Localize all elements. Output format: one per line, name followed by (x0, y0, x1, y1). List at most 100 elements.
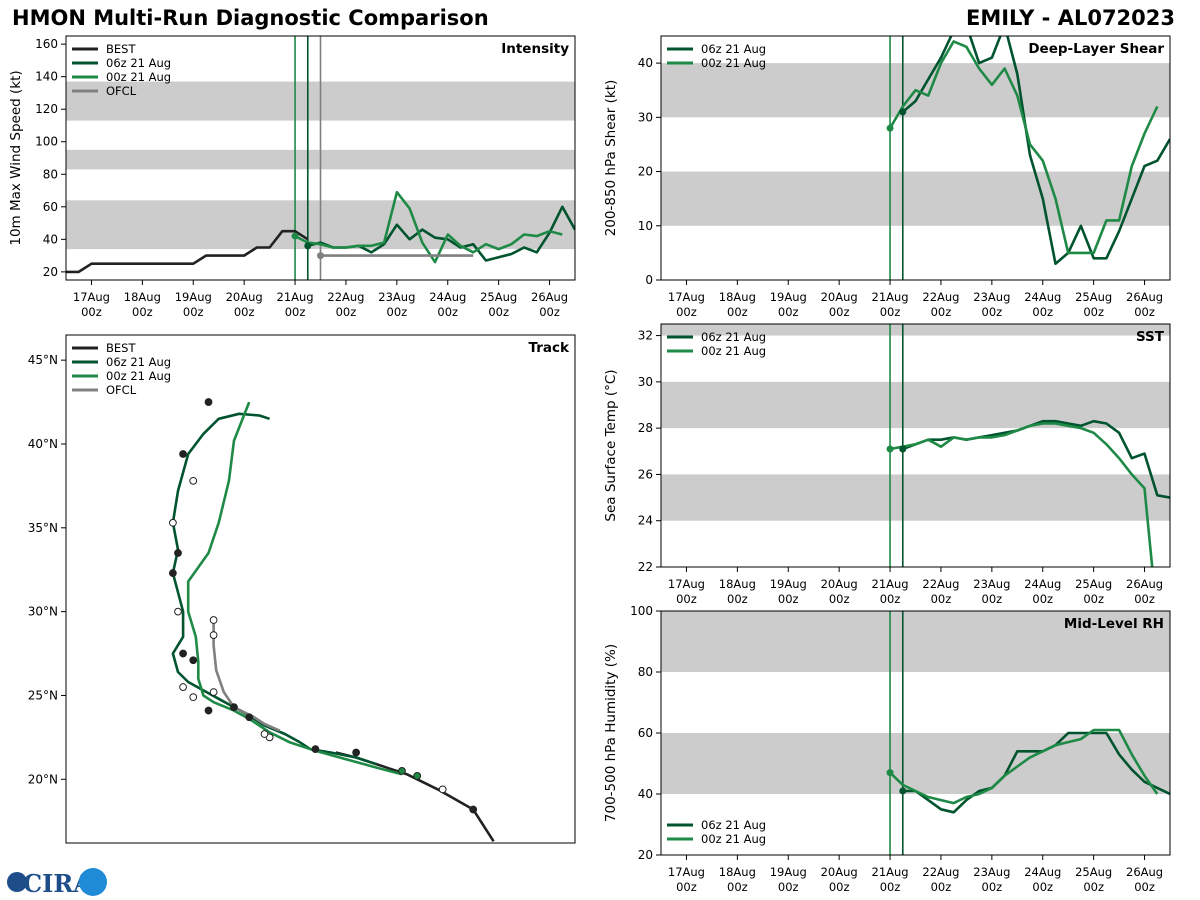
track-marker (189, 656, 198, 665)
x-tick-day: 21Aug (872, 865, 909, 879)
y-tick-label: 20 (638, 165, 653, 179)
x-tick-day: 17Aug (668, 577, 705, 591)
x-tick-hour: 00z (676, 880, 697, 894)
x-tick-day: 26Aug (531, 290, 568, 304)
x-tick-hour: 00z (1134, 592, 1155, 606)
panel-title: Track (529, 340, 570, 356)
y-tick-label: 24 (638, 514, 653, 528)
track-marker (179, 683, 187, 691)
y-tick-label: 160 (35, 37, 58, 51)
x-tick-day: 24Aug (1024, 290, 1061, 304)
y-axis-label: 200-850 hPa Shear (kt) (603, 80, 619, 237)
x-tick-day: 25Aug (1075, 865, 1112, 879)
legend-label: 06z 21 Aug (701, 42, 766, 56)
legend-label: 06z 21 Aug (701, 330, 766, 344)
x-tick-day: 17Aug (668, 865, 705, 879)
x-tick-hour: 00z (81, 305, 102, 319)
x-tick-hour: 00z (488, 305, 509, 319)
y-axis-label: 10m Max Wind Speed (kt) (8, 70, 24, 245)
x-tick-hour: 00z (727, 592, 748, 606)
x-tick-day: 24Aug (429, 290, 466, 304)
y-tick-label: 140 (35, 70, 58, 84)
y-tick-label: 100 (630, 604, 653, 618)
x-tick-hour: 00z (931, 880, 952, 894)
panel-frame (660, 323, 1171, 568)
x-tick-day: 21Aug (872, 290, 909, 304)
x-tick-day: 20Aug (226, 290, 263, 304)
y-axis-label: Sea Surface Temp (°C) (603, 369, 619, 521)
panel-deep-layer-shear: 01020304017Aug00z18Aug00z19Aug00z20Aug00… (603, 35, 1171, 319)
series-start-point (899, 445, 907, 453)
plot-area (66, 36, 575, 280)
track-marker (168, 518, 177, 527)
x-tick-hour: 00z (880, 592, 901, 606)
track-marker (189, 693, 198, 702)
x-tick-hour: 00z (1083, 880, 1104, 894)
x-tick-day: 22Aug (327, 290, 364, 304)
y-tick-label: 45°N (28, 353, 58, 367)
legend-label: 00z 21 Aug (106, 70, 171, 84)
plot-area (661, 36, 1170, 280)
y-tick-label: 120 (35, 102, 58, 116)
legend-label: 00z 21 Aug (701, 56, 766, 70)
y-tick-label: 40 (638, 787, 653, 801)
x-tick-day: 18Aug (719, 865, 756, 879)
x-tick-hour: 00z (285, 305, 306, 319)
x-tick-hour: 00z (880, 305, 901, 319)
x-tick-day: 20Aug (821, 290, 858, 304)
track-marker (469, 805, 478, 814)
y-tick-label: 60 (638, 726, 653, 740)
panel-sst: 22242628303217Aug00z18Aug00z19Aug00z20Au… (603, 323, 1171, 606)
x-tick-day: 25Aug (480, 290, 517, 304)
track-marker (230, 703, 238, 712)
page-title: HMON Multi-Run Diagnostic Comparison (12, 6, 489, 30)
panel-frame (660, 35, 1171, 281)
track-marker (209, 688, 218, 697)
y-tick-label: 60 (43, 200, 58, 214)
legend-label: OFCL (106, 383, 137, 397)
y-tick-label: 30 (638, 375, 653, 389)
plot-area (168, 398, 495, 843)
x-tick-hour: 00z (1134, 305, 1155, 319)
track-marker (209, 631, 218, 640)
x-tick-hour: 00z (539, 305, 560, 319)
legend-label: OFCL (106, 84, 137, 98)
track-marker (352, 748, 361, 757)
track-marker (189, 476, 198, 485)
track-marker (168, 569, 177, 577)
x-tick-hour: 00z (778, 880, 799, 894)
cira-globe-icon (7, 872, 27, 892)
x-tick-day: 19Aug (770, 577, 807, 591)
y-tick-label: 25°N (28, 688, 58, 702)
logo-badge-icon (79, 868, 107, 896)
panel-frame (65, 334, 576, 844)
panel-title: Mid-Level RH (1064, 616, 1164, 632)
y-tick-label: 20 (43, 265, 58, 279)
y-tick-label: 35°N (28, 521, 58, 535)
plot-area (661, 611, 1170, 855)
x-tick-hour: 00z (982, 305, 1003, 319)
x-tick-hour: 00z (1032, 880, 1053, 894)
x-tick-day: 25Aug (1075, 290, 1112, 304)
y-tick-label: 22 (638, 560, 653, 574)
x-tick-hour: 00z (982, 880, 1003, 894)
series-line-00z-21-aug (186, 401, 403, 776)
x-tick-day: 17Aug (73, 290, 110, 304)
series-line-06z-21-aug (171, 412, 377, 766)
track-marker (398, 767, 406, 775)
x-tick-day: 22Aug (922, 577, 959, 591)
x-tick-hour: 00z (829, 592, 850, 606)
track-marker (179, 450, 187, 458)
x-tick-hour: 00z (982, 592, 1003, 606)
legend-label: 06z 21 Aug (106, 56, 171, 70)
series-start-point (886, 445, 894, 453)
x-tick-hour: 00z (829, 305, 850, 319)
x-tick-hour: 00z (234, 305, 255, 319)
series-start-point (899, 108, 907, 116)
shaded-band (661, 324, 1170, 336)
x-tick-hour: 00z (1032, 592, 1053, 606)
x-tick-hour: 00z (880, 880, 901, 894)
x-tick-hour: 00z (778, 305, 799, 319)
